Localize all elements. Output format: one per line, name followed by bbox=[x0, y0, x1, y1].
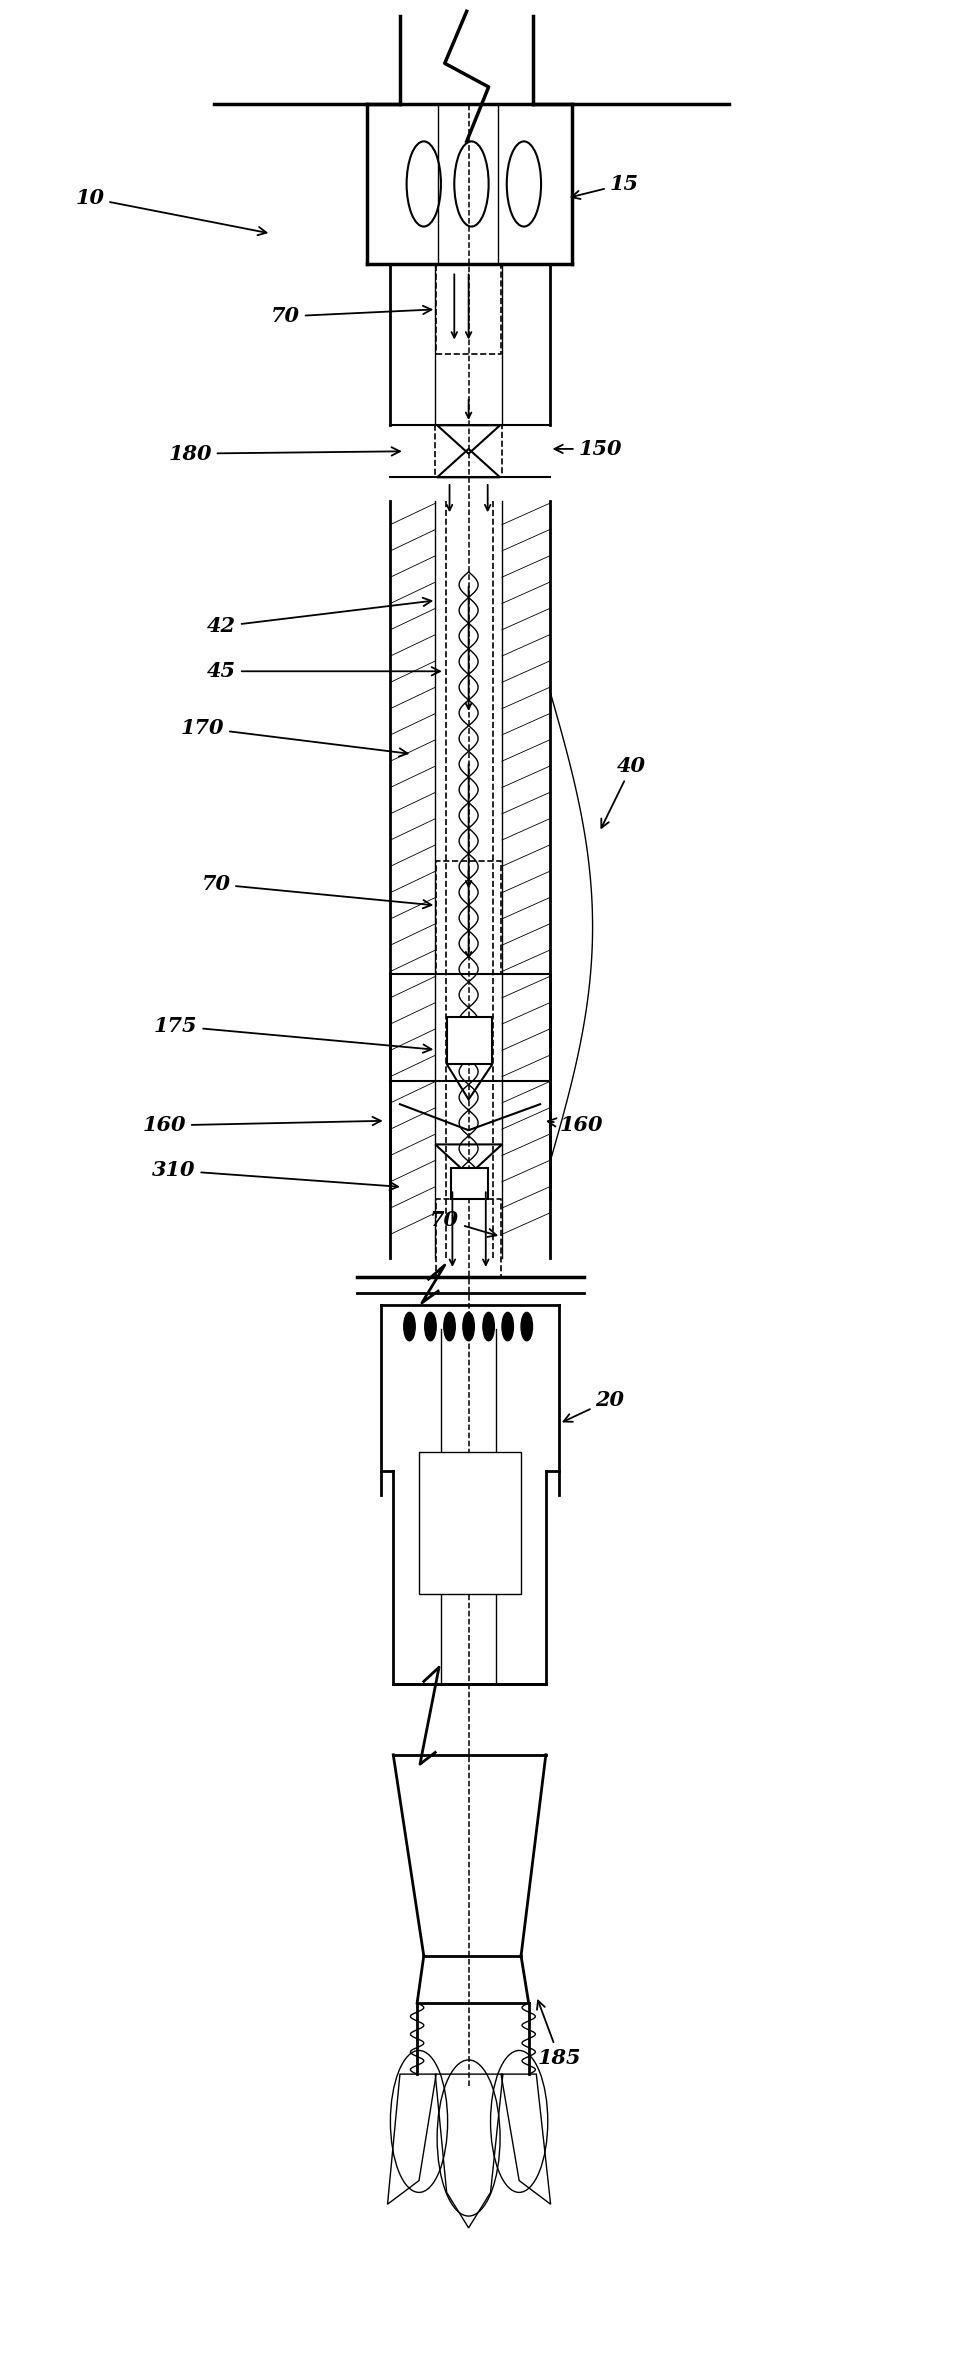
Text: 150: 150 bbox=[554, 439, 622, 458]
Text: 42: 42 bbox=[207, 598, 431, 636]
Text: 45: 45 bbox=[207, 662, 439, 681]
Text: 160: 160 bbox=[142, 1116, 381, 1135]
Text: 70: 70 bbox=[430, 1211, 496, 1237]
Bar bbox=[419, 1453, 521, 1593]
Text: 70: 70 bbox=[271, 306, 431, 328]
Text: 160: 160 bbox=[547, 1116, 603, 1135]
Circle shape bbox=[425, 1313, 435, 1341]
Text: 175: 175 bbox=[154, 1016, 431, 1052]
Circle shape bbox=[502, 1313, 513, 1341]
Circle shape bbox=[404, 1313, 415, 1341]
Text: 310: 310 bbox=[152, 1161, 398, 1189]
Text: 70: 70 bbox=[201, 874, 431, 909]
Circle shape bbox=[462, 1313, 474, 1341]
Circle shape bbox=[482, 1313, 494, 1341]
Text: 185: 185 bbox=[536, 2001, 580, 2068]
Text: 180: 180 bbox=[168, 444, 400, 463]
Text: 15: 15 bbox=[571, 173, 638, 199]
Text: 20: 20 bbox=[563, 1389, 624, 1422]
Text: 40: 40 bbox=[601, 755, 646, 829]
Bar bbox=[446, 1016, 492, 1064]
Text: 10: 10 bbox=[75, 188, 266, 235]
Circle shape bbox=[521, 1313, 532, 1341]
Circle shape bbox=[443, 1313, 455, 1341]
Bar bbox=[451, 1168, 487, 1199]
Text: 170: 170 bbox=[181, 717, 407, 757]
